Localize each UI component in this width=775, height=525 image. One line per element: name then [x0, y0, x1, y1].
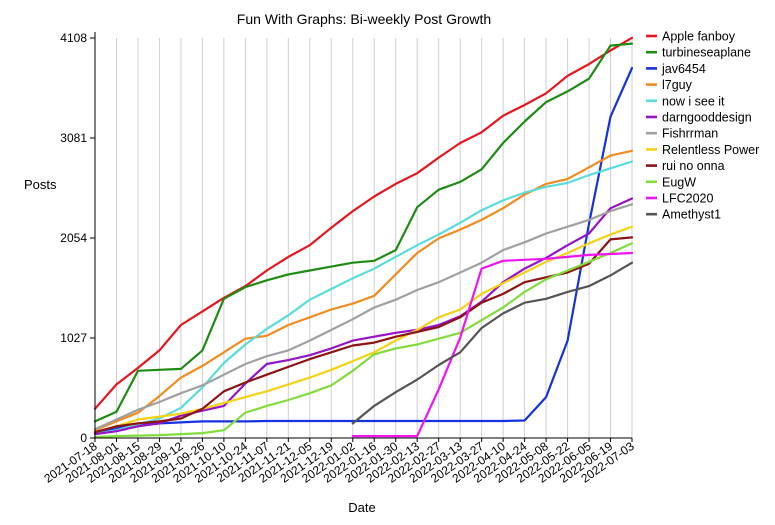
series-line [93, 236, 634, 434]
series-line [93, 160, 634, 436]
y-tick-label: 1027 [60, 331, 87, 345]
series-line [351, 261, 634, 425]
series-line [93, 66, 634, 435]
legend-label: LFC2020 [662, 192, 713, 206]
legend-label: jav6454 [661, 62, 706, 76]
legend-label: rui no onna [662, 159, 725, 173]
chart-title: Fun With Graphs: Bi-weekly Post Growth [237, 11, 491, 27]
legend-label: l7guy [662, 78, 693, 92]
y-tick-label: 0 [80, 431, 87, 445]
legend-label: Amethyst1 [662, 208, 721, 222]
vertical-gridlines [94, 38, 633, 438]
series-line [93, 42, 634, 423]
legend-label: now i see it [662, 94, 725, 108]
series-line [93, 225, 634, 434]
y-axis-title: Posts [24, 177, 57, 192]
legend-label: EugW [662, 175, 696, 189]
y-tick-label: 2054 [60, 231, 87, 245]
legend-label: Fishrrman [662, 127, 718, 141]
series-line [93, 203, 634, 431]
series-line [93, 242, 634, 439]
series-line [93, 149, 634, 432]
y-tick-label: 3081 [60, 131, 87, 145]
legend-label: turbineseaplane [662, 46, 751, 60]
legend-label: Apple fanboy [662, 30, 736, 44]
legend-label: Relentless Power [662, 143, 759, 157]
series-line [351, 251, 634, 438]
x-axis-title: Date [348, 500, 375, 515]
legend-label: darngooddesign [662, 111, 752, 125]
legend: Apple fanboy turbineseaplane jav6454 l7guy n… [646, 30, 759, 222]
series-lines [93, 36, 634, 439]
y-tick-label: 4108 [60, 31, 87, 45]
series-line [93, 36, 634, 410]
